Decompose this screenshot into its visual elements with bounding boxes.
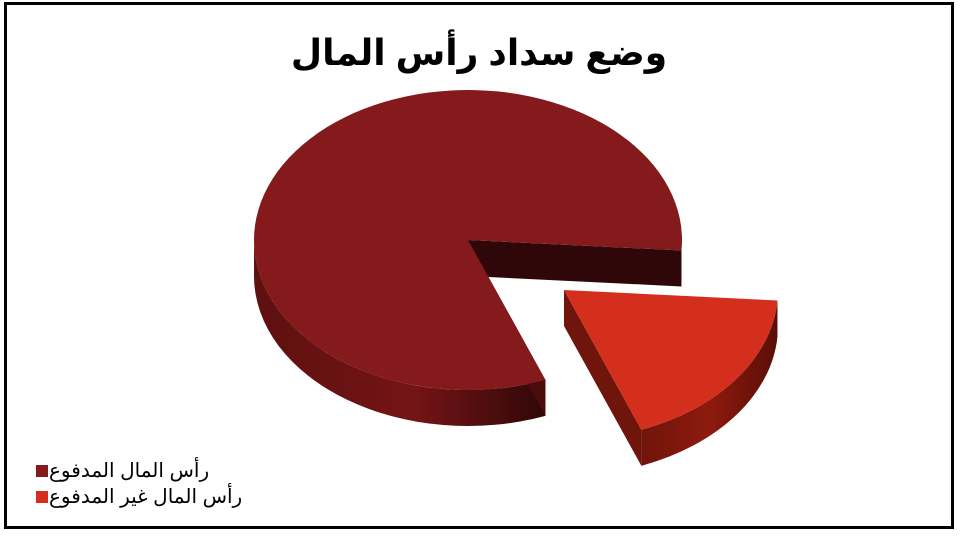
slice-paid-side [254, 240, 546, 426]
slice-unpaid-top [564, 290, 778, 430]
slice-paid-top [253, 90, 682, 391]
legend-item-unpaid: رأس المال غير المدفوع [36, 484, 242, 510]
legend-label-paid: رأس المال المدفوع [49, 460, 210, 482]
legend-swatch-paid [36, 465, 48, 477]
chart-title: وضع سداد رأس المال [290, 32, 668, 73]
legend-item-paid: رأس المال المدفوع [36, 458, 242, 484]
slice-paid-cut-right [468, 240, 682, 287]
legend-label-unpaid: رأس المال غير المدفوع [49, 486, 243, 508]
slice-unpaid-cut [564, 290, 642, 466]
slice-unpaid-side [641, 300, 778, 466]
legend-swatch-unpaid [36, 491, 48, 503]
legend: رأس المال المدفوع رأس المال غير المدفوع [36, 458, 242, 510]
